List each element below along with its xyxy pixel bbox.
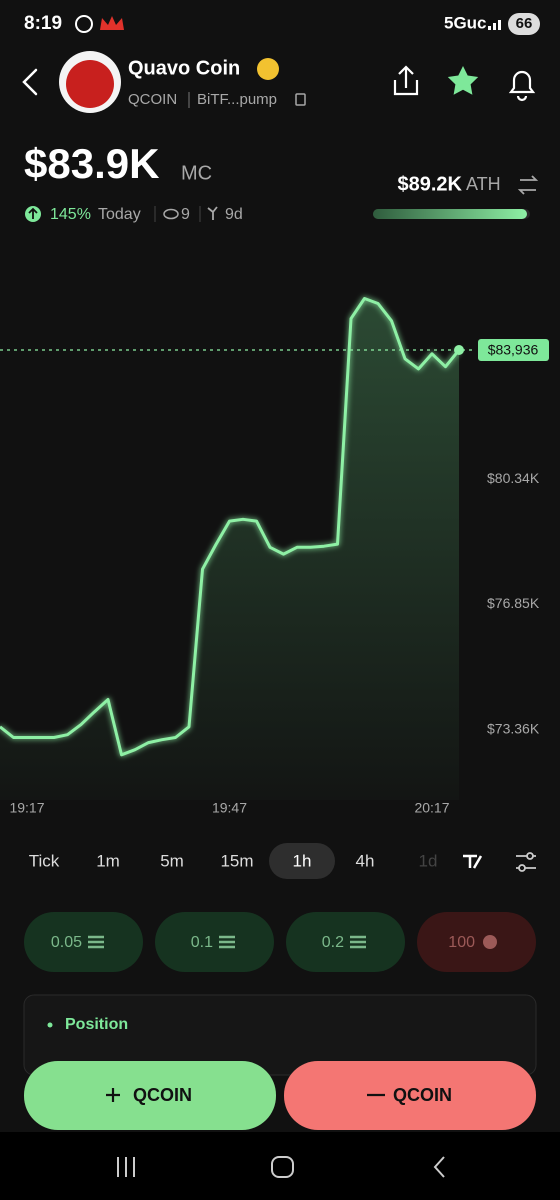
x-tick-label: 20:17 (414, 800, 449, 816)
sell-preset[interactable] (417, 912, 536, 972)
age-icon (207, 206, 218, 220)
y-tick-label: $76.85K (487, 595, 540, 611)
price-area (0, 298, 459, 800)
current-price-badge (478, 338, 549, 361)
copy-icon[interactable] (295, 93, 306, 106)
status-icon (100, 16, 124, 30)
avatar-art (66, 60, 114, 108)
market-cap-unit: MC (181, 162, 212, 184)
settings-knob (518, 864, 526, 872)
current-point (454, 344, 464, 355)
back-nav-button[interactable] (433, 1156, 445, 1178)
coin-badge (257, 58, 279, 80)
token-name: Quavo Coin (128, 57, 240, 79)
change-percent: 145% (50, 206, 91, 223)
preset-amount: 100 (448, 934, 475, 951)
status-icon (75, 15, 93, 33)
timeframe-option[interactable]: 5m (160, 851, 184, 870)
sol-icon (350, 935, 366, 949)
buy-preset[interactable] (286, 912, 405, 972)
market-cap: $83.9K (24, 140, 159, 187)
preset-amount: 0.1 (191, 934, 213, 951)
price-line (0, 297, 461, 757)
timeframe-option[interactable]: 15m (220, 851, 253, 870)
ath-label: ATH (466, 174, 501, 194)
token-address[interactable]: BiTF...pump (197, 91, 277, 108)
timeframe-option[interactable]: 1m (96, 851, 120, 870)
status-network: 5Guc (444, 13, 487, 32)
sol-icon (219, 935, 235, 949)
timeframe-highlight (269, 843, 335, 879)
timeframe-option[interactable]: 1d (419, 851, 438, 870)
change-period: Today (98, 206, 141, 223)
status-time: 8:19 (24, 13, 62, 34)
buy-preset[interactable] (24, 912, 143, 972)
recents-button[interactable] (117, 1157, 135, 1177)
share-button[interactable] (393, 65, 419, 96)
token-age: 9d (225, 206, 243, 223)
buy-preset[interactable] (155, 912, 274, 972)
x-tick-label: 19:17 (9, 800, 44, 816)
position-card (23, 994, 537, 1076)
position-title: Position (65, 1016, 128, 1033)
home-button[interactable] (271, 1156, 294, 1178)
ath-progress (373, 209, 527, 219)
buy-label: QCOIN (133, 1085, 192, 1105)
y-tick-label: $80.34K (487, 470, 540, 486)
battery-level: 66 (516, 15, 533, 32)
current-price-label: $83,936 (488, 342, 539, 358)
timeframe-option[interactable]: 1h (293, 851, 312, 870)
ath-value: $89.2K (398, 173, 463, 195)
change-arrow (28, 207, 38, 219)
x-tick-label: 19:47 (212, 800, 247, 816)
preset-amount: 0.05 (51, 934, 82, 951)
timeframe-bar: Tick 1m 5m 15m 1h 4h 1d (29, 851, 438, 870)
timeframe-option[interactable]: 4h (356, 851, 375, 870)
y-tick-label: $73.36K (487, 720, 540, 736)
swap-icon[interactable] (517, 175, 539, 195)
settings-knob (526, 852, 534, 860)
token-ticker: QCOIN (128, 91, 177, 108)
plus-icon (106, 1088, 120, 1102)
percent-icon (483, 935, 497, 949)
favorite-button[interactable] (447, 66, 479, 95)
amount-presets: 0.05 0.1 0.2 100 (24, 912, 536, 972)
sell-button[interactable] (284, 1061, 536, 1130)
timeframe-option[interactable]: Tick (29, 851, 60, 870)
position-dot (47, 1022, 53, 1028)
sol-icon (88, 935, 104, 949)
buy-button[interactable] (24, 1061, 276, 1130)
preset-amount: 0.2 (322, 934, 344, 951)
watchers: 9 (181, 206, 190, 223)
tradingview-icon[interactable] (463, 854, 483, 869)
sell-label: QCOIN (393, 1085, 452, 1105)
signal-icon (488, 20, 501, 30)
back-button[interactable] (22, 68, 38, 96)
eye-icon (163, 208, 179, 220)
nav-bar (0, 1132, 560, 1200)
alert-button[interactable] (508, 70, 536, 102)
battery (508, 13, 540, 35)
price-chart: $73.36K $76.85K $80.34K 19:17 19:47 20:17 $83,… (0, 297, 549, 816)
